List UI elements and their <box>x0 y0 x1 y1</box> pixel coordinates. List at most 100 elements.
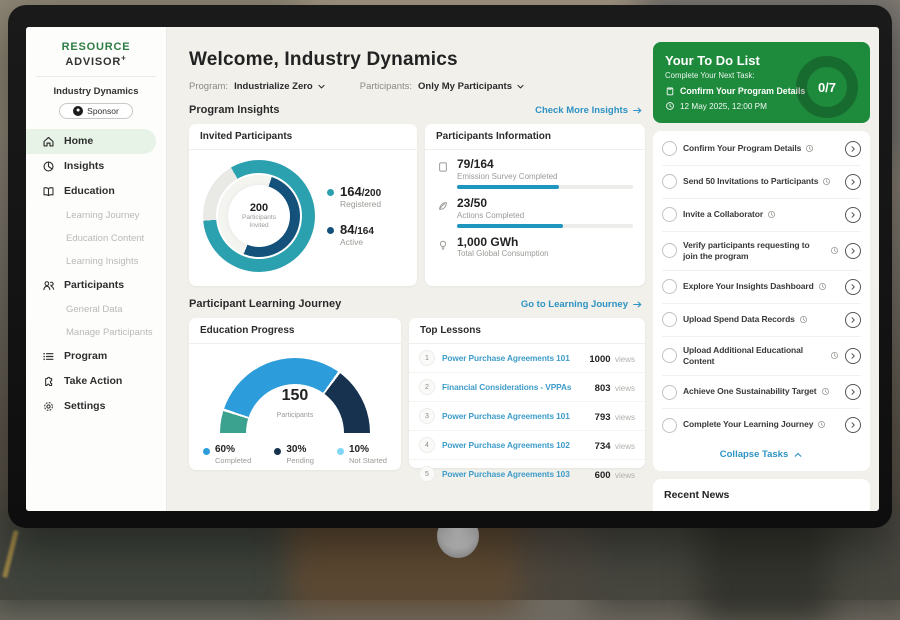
task-go-button[interactable] <box>845 347 861 364</box>
check-more-insights-link[interactable]: Check More Insights <box>535 105 643 116</box>
participants-filter-label: Participants: <box>359 81 413 92</box>
sidebar: RESOURCE ADVISOR+ Industry Dynamics ● Sp… <box>26 27 167 511</box>
sidebar-item-manage-participants[interactable]: Manage Participants <box>66 326 153 338</box>
task-checkbox[interactable] <box>662 207 677 223</box>
completed-dot <box>203 448 210 455</box>
task-go-button[interactable] <box>845 278 861 295</box>
todo-summary-card: Your To Do List Complete Your Next Task:… <box>653 42 870 123</box>
lesson-link[interactable]: Power Purchase Agreements 103 <box>441 469 570 479</box>
sidebar-item-education-content[interactable]: Education Content <box>66 232 145 244</box>
task-row[interactable]: Achieve One Sustainability Target <box>662 375 861 408</box>
chevron-right-icon <box>851 146 855 152</box>
clock-icon <box>806 145 814 153</box>
sidebar-item-general-data[interactable]: General Data <box>66 303 123 315</box>
task-row[interactable]: Verify participants requesting to join t… <box>662 230 861 270</box>
task-checkbox[interactable] <box>662 348 677 364</box>
pending-dot <box>274 448 282 455</box>
go-to-learning-journey-link[interactable]: Go to Learning Journey <box>521 299 643 310</box>
chevron-right-icon <box>851 248 855 254</box>
lesson-link[interactable]: Power Purchase Agreements 101 <box>441 411 570 421</box>
dashboard-screen: RESOURCE ADVISOR+ Industry Dynamics ● Sp… <box>26 27 879 511</box>
sidebar-item-participants[interactable]: Participants <box>26 273 166 298</box>
lesson-views: 600 views <box>594 470 635 481</box>
collapse-tasks-link[interactable]: Collapse Tasks <box>662 441 861 469</box>
task-checkbox[interactable] <box>662 141 677 157</box>
lesson-rank: 5 <box>418 466 435 482</box>
chevron-down-icon <box>318 84 325 89</box>
clock-icon <box>831 352 838 360</box>
program-filter-dropdown[interactable]: Industrialize Zero <box>234 81 326 92</box>
invited-legend: 164/200 Registered 84/164 Active <box>327 184 381 247</box>
task-row[interactable]: Explore Your Insights Dashboard <box>662 269 861 303</box>
education-card-title: Education Progress <box>189 318 401 344</box>
task-row[interactable]: Upload Spend Data Records <box>662 302 861 336</box>
sponsor-badge: ● Sponsor <box>59 102 133 119</box>
sidebar-item-insights[interactable]: Insights <box>26 154 166 179</box>
stat-actions-completed: 23/50 Actions Completed <box>425 189 645 228</box>
task-go-button[interactable] <box>845 384 861 400</box>
clock-icon <box>831 247 838 255</box>
participants-information-card: Participants Information 79/164 Emission… <box>425 124 645 286</box>
chevron-right-icon <box>851 212 855 218</box>
invited-card-title: Invited Participants <box>189 124 417 150</box>
task-checkbox[interactable] <box>662 312 677 328</box>
clock-icon <box>799 316 807 324</box>
task-checkbox[interactable] <box>662 384 677 400</box>
task-row[interactable]: Send 50 Invitations to Participants <box>662 164 861 198</box>
chevron-right-icon <box>851 179 855 185</box>
lessons-card-title: Top Lessons <box>408 318 645 344</box>
sidebar-item-learning-journey[interactable]: Learning Journey <box>66 209 140 221</box>
sidebar-item-take-action[interactable]: Take Action <box>26 369 166 394</box>
sidebar-item-settings[interactable]: Settings <box>26 394 166 419</box>
leaf-icon <box>439 201 447 210</box>
lesson-link[interactable]: Power Purchase Agreements 102 <box>441 440 570 450</box>
actions-progress-bar <box>457 223 633 228</box>
org-name: Industry Dynamics <box>53 85 139 97</box>
lesson-link[interactable]: Power Purchase Agreements 101 <box>441 353 570 363</box>
education-legend: 60% Completed 30% Pending 10% Not Started <box>189 434 401 465</box>
task-go-button[interactable] <box>845 242 861 259</box>
participants-filter-dropdown[interactable]: Only My Participants <box>418 81 525 92</box>
task-checkbox[interactable] <box>662 417 677 433</box>
task-go-button[interactable] <box>845 417 861 433</box>
sidebar-item-program[interactable]: Program <box>26 344 166 369</box>
lesson-rank: 2 <box>418 379 435 395</box>
legend-item-not-started: 10% Not Started <box>337 444 387 465</box>
stat-emission-survey: 79/164 Emission Survey Completed <box>425 150 645 189</box>
chevron-right-icon <box>851 389 855 395</box>
task-row[interactable]: Confirm Your Program Details <box>662 133 861 165</box>
sidebar-item-education[interactable]: Education <box>26 179 166 204</box>
lesson-link[interactable]: Financial Considerations - VPPAs <box>441 382 572 392</box>
chevron-down-icon <box>517 84 524 89</box>
task-go-button[interactable] <box>845 206 861 223</box>
clock-icon <box>768 211 776 219</box>
logo-primary: RESOURCE <box>61 41 131 53</box>
todo-panel: Your To Do List Complete Your Next Task:… <box>653 27 879 511</box>
learning-journey-header: Participant Learning Journey Go to Learn… <box>189 298 643 310</box>
task-row[interactable]: Invite a Collaborator <box>662 197 861 231</box>
lesson-row[interactable]: 3 Power Purchase Agreements 101 793 view… <box>408 402 645 431</box>
task-go-button[interactable] <box>845 140 861 157</box>
program-insights-header: Program Insights Check More Insights <box>189 104 643 116</box>
lesson-row[interactable]: 5 Power Purchase Agreements 103 600 view… <box>409 460 645 488</box>
lesson-row[interactable]: 2 Financial Considerations - VPPAs 803 v… <box>408 373 645 402</box>
task-go-button[interactable] <box>845 311 861 328</box>
task-checkbox[interactable] <box>662 279 677 295</box>
legend-item-completed: 60% Completed <box>203 444 251 465</box>
learning-journey-title: Participant Learning Journey <box>189 298 342 310</box>
lesson-views: 803 views <box>594 383 635 394</box>
home-icon <box>43 136 54 147</box>
lesson-row[interactable]: 1 Power Purchase Agreements 101 1000 vie… <box>408 344 645 373</box>
task-go-button[interactable] <box>845 173 861 190</box>
todo-subtitle: Complete Your Next Task: <box>665 71 755 80</box>
not-started-dot <box>337 448 344 455</box>
sidebar-item-learning-insights[interactable]: Learning Insights <box>66 255 139 267</box>
lesson-rank: 3 <box>418 408 435 424</box>
task-row[interactable]: Upload Additional Educational Content <box>662 335 861 375</box>
task-checkbox[interactable] <box>662 174 677 190</box>
sidebar-item-home[interactable]: Home <box>26 128 156 154</box>
task-row[interactable]: Complete Your Learning Journey <box>662 408 861 441</box>
lesson-row[interactable]: 4 Power Purchase Agreements 102 734 view… <box>408 431 645 460</box>
task-checkbox[interactable] <box>662 243 677 259</box>
learning-cards-row: Education Progress 150 Participants 60% C… <box>189 318 645 482</box>
